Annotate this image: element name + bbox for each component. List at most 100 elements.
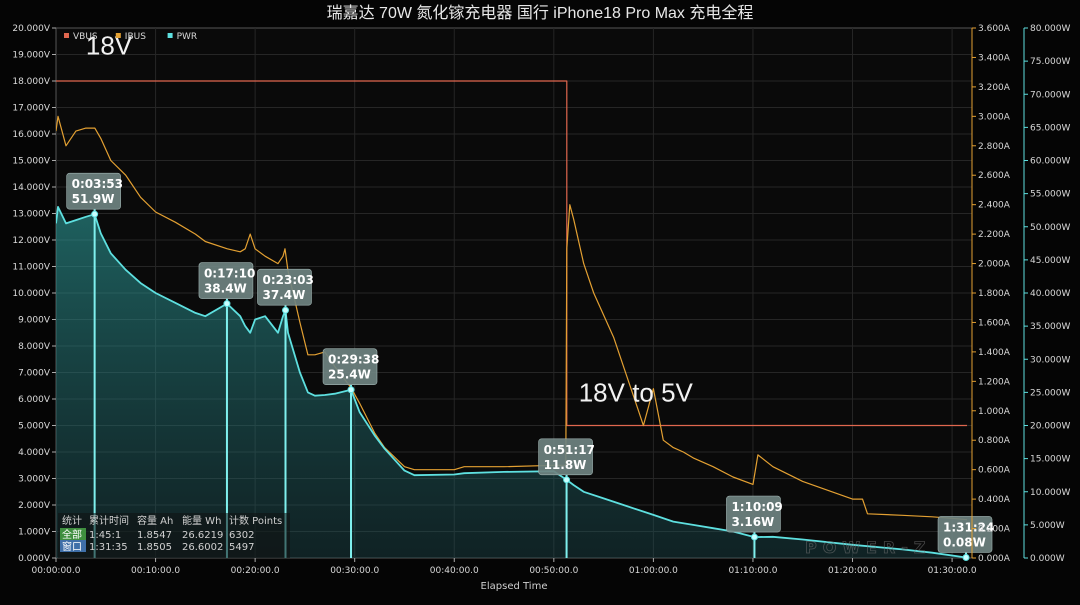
stats-cell: 1.8547: [137, 530, 172, 541]
power-tick-label: 10.000W: [1030, 488, 1070, 498]
callout-box: [322, 348, 378, 386]
chart-title: 瑞嘉达 70W 氮化镓充电器 国行 iPhone18 Pro Max 充电全程: [327, 4, 754, 22]
callout-point: [750, 533, 758, 541]
voltage-tick-label: 18.000V: [12, 77, 50, 87]
time-tick-label: 00:20:00.0: [231, 566, 280, 576]
voltage-tick-label: 9.000V: [18, 316, 51, 326]
power-tick-label: 40.000W: [1030, 289, 1070, 299]
power-tick-label: 15.000W: [1030, 455, 1070, 465]
voltage-tick-label: 13.000V: [12, 210, 50, 220]
callout-time: 1:31:24: [943, 520, 994, 534]
annotations: 18V 18V to 5V: [86, 31, 694, 408]
current-tick-label: 2.600A: [978, 171, 1011, 181]
callout-time: 1:10:09: [731, 500, 782, 514]
current-tick-label: 3.200A: [978, 83, 1011, 93]
series-line-pwr: [56, 206, 967, 558]
legend-label: PWR: [177, 32, 198, 42]
callout-box: [198, 262, 254, 299]
power-tick-label: 20.000W: [1030, 422, 1070, 432]
current-tick-label: 0.600A: [978, 466, 1011, 476]
callout-time: 0:29:38: [328, 353, 379, 367]
current-tick-label: 0.800A: [978, 436, 1011, 446]
legend-swatch: [167, 33, 173, 38]
stats-cell: 全部: [62, 528, 82, 541]
stats-bg: [58, 513, 290, 558]
callout-value: 0.08W: [943, 535, 986, 549]
time-tick-label: 00:50:00.0: [529, 566, 578, 576]
annotation-text: 18V: [86, 31, 133, 61]
current-tick-label: 2.200A: [978, 230, 1011, 240]
stats-header: 累计时间: [89, 514, 129, 527]
legend-swatch: [115, 33, 121, 38]
callout-box: [726, 495, 781, 533]
series-layer: [56, 80, 968, 558]
current-tick-label: 3.600A: [978, 24, 1011, 34]
power-tick-label: 30.000W: [1030, 355, 1070, 365]
current-tick-label: 3.400A: [978, 53, 1011, 63]
stats-cell: 1.8505: [137, 542, 172, 553]
stats-cell: 6302: [229, 530, 254, 541]
voltage-tick-label: 7.000V: [18, 369, 51, 379]
stats-cell: 窗口: [62, 540, 82, 553]
power-tick-label: 25.000W: [1030, 388, 1070, 398]
voltage-tick-label: 12.000V: [12, 236, 50, 246]
current-tick-label: 0.200A: [978, 525, 1011, 535]
callout-box: [538, 438, 593, 476]
time-tick-label: 00:10:00.0: [131, 566, 180, 576]
time-tick-label: 00:40:00.0: [430, 566, 479, 576]
voltage-tick-label: 4.000V: [18, 448, 51, 458]
voltage-tick-label: 1.000V: [18, 528, 51, 538]
current-tick-label: 1.400A: [978, 348, 1011, 358]
stats-cell: 1:45:1: [89, 530, 121, 541]
watermark: POWER-Z: [805, 538, 931, 557]
current-tick-label: 0.000A: [978, 554, 1011, 564]
callout-box: [937, 516, 993, 553]
callout-value: 25.4W: [328, 368, 371, 382]
voltage-tick-label: 19.000V: [12, 51, 50, 61]
time-tick-label: 01:10:00.0: [728, 566, 777, 576]
power-tick-label: 50.000W: [1030, 223, 1070, 233]
current-tick-label: 1.200A: [978, 377, 1011, 387]
callout-value: 38.4W: [204, 282, 247, 296]
stats-cell: 26.6002: [182, 542, 223, 553]
callout-time: 0:23:03: [262, 273, 313, 287]
stats-header: 容量 Ah: [137, 514, 173, 527]
power-tick-label: 70.000W: [1030, 90, 1070, 100]
callout-value: 11.8W: [544, 458, 587, 472]
power-tick-label: 0.000W: [1030, 554, 1065, 564]
power-area-fill: [56, 206, 966, 558]
callout-value: 51.9W: [72, 192, 115, 206]
callout-point: [962, 553, 970, 561]
power-tick-label: 60.000W: [1030, 157, 1070, 167]
stats-row-tag: [60, 528, 86, 540]
voltage-axis: 0.000V 1.000V 2.000V 3.000V 4.000V 5.000V 6.00…: [12, 24, 56, 564]
callout-value: 37.4W: [262, 288, 305, 302]
power-tick-label: 80.000W: [1030, 24, 1070, 34]
legend-label: IBUS: [125, 32, 146, 42]
callout-point: [91, 210, 99, 218]
stats-header: 计数 Points: [229, 514, 282, 527]
current-tick-label: 3.000A: [978, 112, 1011, 122]
current-tick-label: 2.000A: [978, 260, 1011, 270]
callout-box: [257, 268, 312, 306]
time-tick-label: 00:00:00.0: [31, 566, 80, 576]
series-line-ibus: [56, 115, 968, 521]
voltage-tick-label: 11.000V: [12, 263, 50, 273]
voltage-tick-label: 5.000V: [18, 422, 51, 432]
stats-cell: 1:31:35: [89, 542, 128, 553]
voltage-tick-label: 14.000V: [12, 183, 50, 193]
power-tick-label: 55.000W: [1030, 190, 1070, 200]
annotation-text: 18V to 5V: [579, 378, 694, 408]
power-axis: 0.000W 5.000W 10.000W 15.000W 20.000W 25.000W…: [1023, 24, 1070, 564]
current-tick-label: 2.800A: [978, 142, 1011, 152]
stats-cell: 5497: [229, 542, 254, 553]
current-tick-label: 1.000A: [978, 407, 1011, 417]
power-tick-label: 65.000W: [1030, 123, 1070, 133]
power-tick-label: 5.000W: [1030, 521, 1065, 531]
voltage-tick-label: 3.000V: [18, 475, 51, 485]
stats-header: 统计: [62, 514, 82, 527]
voltage-tick-label: 10.000V: [12, 289, 50, 299]
stats-table: 统计 累计时间 容量 Ah 能量 Wh 计数 Points 全部 1:45:1 1.8547 2…: [58, 513, 290, 558]
power-tick-label: 35.000W: [1030, 322, 1070, 332]
